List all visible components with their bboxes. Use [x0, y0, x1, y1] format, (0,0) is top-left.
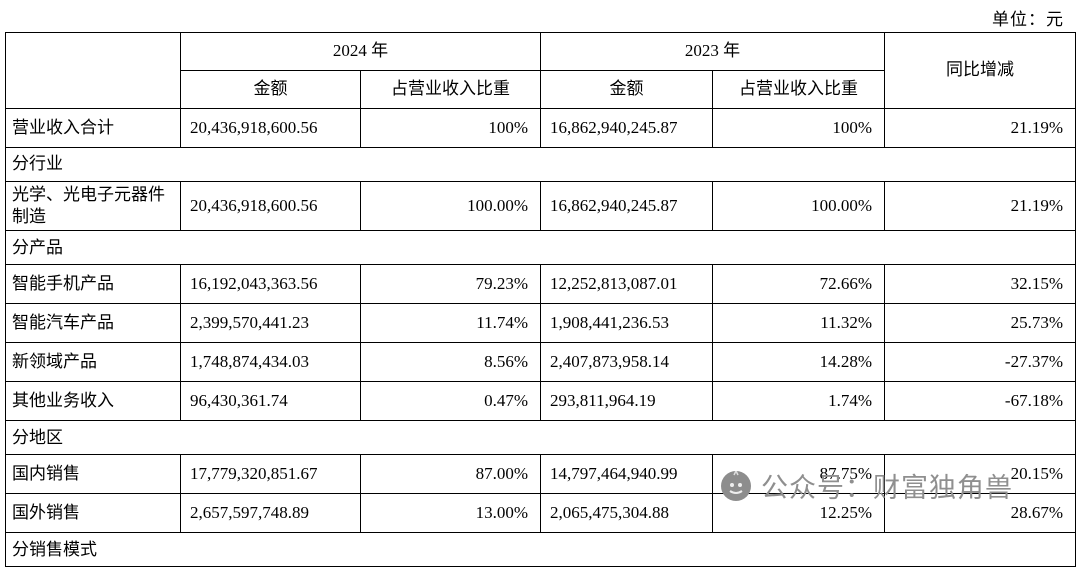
amount-2024-header: 金额: [180, 70, 361, 109]
header-row-years: 2024 年 2023 年 同比增减: [5, 32, 1076, 109]
amount-2024-cell: 1,748,874,434.03: [180, 342, 361, 383]
amount-2024-cell: 16,192,043,363.56: [180, 264, 361, 305]
section-row: 分行业: [5, 147, 1076, 182]
ratio-2024-cell: 11.74%: [360, 303, 541, 344]
ratio-2023-cell: 72.66%: [712, 264, 885, 305]
table-row: 智能汽车产品 2,399,570,441.23 11.74% 1,908,441,23…: [5, 303, 1076, 344]
section-row: 分地区: [5, 420, 1076, 456]
ratio-2023-header: 占营业收入比重: [712, 70, 885, 109]
row-label-cell: 光学、光电子元器件制造: [5, 180, 181, 232]
table-row: 其他业务收入 96,430,361.74 0.47% 293,811,964.19 1.…: [5, 381, 1076, 422]
ratio-2024-cell: 100.00%: [360, 180, 541, 232]
section-label: 分产品: [5, 230, 1076, 266]
table-body: 营业收入合计 20,436,918,600.56 100% 16,862,940,24…: [5, 108, 1076, 567]
yoy-cell: 28.67%: [884, 493, 1076, 534]
row-label-cell: 智能手机产品: [5, 264, 181, 305]
ratio-2024-header: 占营业收入比重: [360, 70, 541, 109]
table-row: 智能手机产品 16,192,043,363.56 79.23% 12,252,813,…: [5, 264, 1076, 305]
amount-2023-cell: 16,862,940,245.87: [540, 108, 713, 148]
ratio-2023-cell: 100%: [712, 108, 885, 148]
table-row: 光学、光电子元器件制造 20,436,918,600.56 100.00% 16,86…: [5, 180, 1076, 232]
header-row-subcolumns: 金额 占营业收入比重 金额 占营业收入比重: [6, 70, 1076, 109]
row-label-cell: 其他业务收入: [5, 381, 181, 422]
year-2024-header: 2024 年: [180, 32, 541, 71]
yoy-cell: -27.37%: [884, 342, 1076, 383]
yoy-cell: -67.18%: [884, 381, 1076, 422]
row-label-cell: 国外销售: [5, 493, 181, 534]
amount-2023-header: 金额: [540, 70, 713, 109]
amount-2024-cell: 20,436,918,600.56: [180, 108, 361, 148]
table-row: 国外销售 2,657,597,748.89 13.00% 2,065,475,304.…: [5, 493, 1076, 534]
ratio-2023-cell: 14.28%: [712, 342, 885, 383]
amount-2023-cell: 14,797,464,940.99: [540, 454, 713, 495]
table-row: 国内销售 17,779,320,851.67 87.00% 14,797,464,94…: [5, 454, 1076, 495]
section-label: 分地区: [5, 420, 1076, 456]
amount-2023-cell: 16,862,940,245.87: [540, 180, 713, 232]
amount-2023-cell: 1,908,441,236.53: [540, 303, 713, 344]
table-header: 2024 年 2023 年 同比增减 金额 占营业收入比重 金额 占营业收入比重: [5, 32, 1076, 109]
ratio-2023-cell: 100.00%: [712, 180, 885, 232]
year-2023-header: 2023 年: [540, 32, 885, 71]
row-label-cell: 新领域产品: [5, 342, 181, 383]
yoy-cell: 21.19%: [884, 180, 1076, 232]
ratio-2024-cell: 79.23%: [360, 264, 541, 305]
row-label-cell: 营业收入合计: [5, 108, 181, 148]
amount-2024-cell: 2,657,597,748.89: [180, 493, 361, 534]
amount-2023-cell: 2,407,873,958.14: [540, 342, 713, 383]
amount-2023-cell: 2,065,475,304.88: [540, 493, 713, 534]
section-row: 分销售模式: [5, 532, 1076, 567]
ratio-2024-cell: 0.47%: [360, 381, 541, 422]
section-row: 分产品: [5, 230, 1076, 266]
unit-label: 单位：元: [992, 10, 1064, 29]
ratio-2024-cell: 8.56%: [360, 342, 541, 383]
section-label: 分销售模式: [5, 532, 1076, 567]
ratio-2024-cell: 13.00%: [360, 493, 541, 534]
amount-2024-cell: 17,779,320,851.67: [180, 454, 361, 495]
table-row: 营业收入合计 20,436,918,600.56 100% 16,862,940,24…: [5, 108, 1076, 148]
ratio-2024-cell: 87.00%: [360, 454, 541, 495]
yoy-cell: 32.15%: [884, 264, 1076, 305]
yoy-cell: 25.73%: [884, 303, 1076, 344]
section-label: 分行业: [5, 147, 1076, 182]
ratio-2023-cell: 11.32%: [712, 303, 885, 344]
row-label-cell: 国内销售: [5, 454, 181, 495]
yoy-cell: 20.15%: [884, 454, 1076, 495]
amount-2023-cell: 293,811,964.19: [540, 381, 713, 422]
revenue-breakdown-table: 2024 年 2023 年 同比增减 金额 占营业收入比重 金额 占营业收入比重…: [5, 32, 1076, 567]
ratio-2023-cell: 12.25%: [712, 493, 885, 534]
amount-2024-cell: 2,399,570,441.23: [180, 303, 361, 344]
row-label-cell: 智能汽车产品: [5, 303, 181, 344]
amount-2023-cell: 12,252,813,087.01: [540, 264, 713, 305]
ratio-2023-cell: 87.75%: [712, 454, 885, 495]
blank-corner-cell: [5, 32, 181, 109]
table-row: 新领域产品 1,748,874,434.03 8.56% 2,407,873,958.…: [5, 342, 1076, 383]
yoy-header: 同比增减: [884, 32, 1076, 109]
ratio-2024-cell: 100%: [360, 108, 541, 148]
amount-2024-cell: 96,430,361.74: [180, 381, 361, 422]
amount-2024-cell: 20,436,918,600.56: [180, 180, 361, 232]
ratio-2023-cell: 1.74%: [712, 381, 885, 422]
yoy-cell: 21.19%: [884, 108, 1076, 148]
